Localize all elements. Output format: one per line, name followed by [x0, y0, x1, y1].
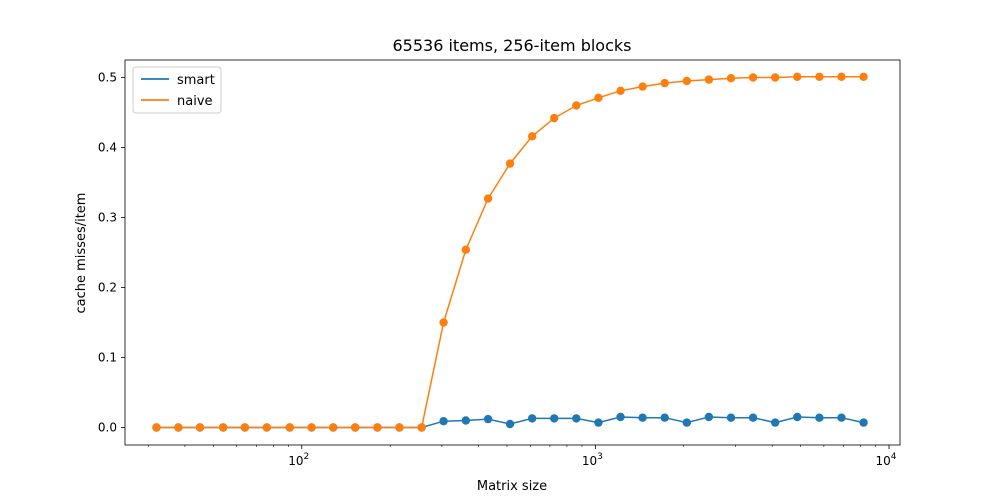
- x-tick-label-base: 10: [876, 454, 891, 468]
- data-point-smart: [815, 414, 823, 422]
- data-point-smart: [439, 417, 447, 425]
- y-tick-label: 0.2: [98, 281, 117, 295]
- data-point-smart: [859, 418, 867, 426]
- data-point-naive: [793, 73, 801, 81]
- y-tick-label: 0.0: [98, 421, 117, 435]
- y-tick-label: 0.5: [98, 71, 117, 85]
- data-point-naive: [174, 423, 182, 431]
- data-point-naive: [616, 87, 624, 95]
- x-tick-label-exponent: 3: [597, 452, 603, 462]
- legend-label-naive: naive: [177, 94, 213, 109]
- data-point-smart: [749, 414, 757, 422]
- x-tick-label-exponent: 2: [304, 452, 310, 462]
- y-axis-label: cache misses/item: [74, 193, 89, 314]
- data-point-smart: [484, 415, 492, 423]
- data-point-naive: [705, 75, 713, 83]
- data-point-smart: [771, 418, 779, 426]
- data-point-naive: [638, 82, 646, 90]
- data-point-naive: [439, 318, 447, 326]
- data-point-smart: [572, 414, 580, 422]
- data-point-smart: [705, 413, 713, 421]
- chart-title: 65536 items, 256-item blocks: [393, 36, 632, 55]
- data-point-naive: [373, 423, 381, 431]
- data-point-naive: [771, 73, 779, 81]
- data-point-naive: [749, 73, 757, 81]
- data-point-smart: [638, 414, 646, 422]
- data-point-naive: [572, 101, 580, 109]
- data-point-naive: [219, 423, 227, 431]
- data-point-naive: [152, 423, 160, 431]
- data-point-naive: [837, 73, 845, 81]
- data-point-smart: [528, 414, 536, 422]
- data-point-naive: [506, 159, 514, 167]
- data-point-naive: [329, 423, 337, 431]
- data-point-naive: [859, 73, 867, 81]
- data-point-naive: [484, 194, 492, 202]
- data-point-smart: [550, 414, 558, 422]
- data-point-naive: [395, 423, 403, 431]
- data-point-naive: [683, 77, 691, 85]
- data-point-naive: [307, 423, 315, 431]
- x-tick-label-base: 10: [288, 454, 303, 468]
- data-point-naive: [196, 423, 204, 431]
- data-point-naive: [594, 94, 602, 102]
- data-point-smart: [506, 420, 514, 428]
- data-point-naive: [241, 423, 249, 431]
- data-point-naive: [286, 423, 294, 431]
- data-point-naive: [528, 132, 536, 140]
- x-tick-label-exponent: 4: [891, 452, 897, 462]
- data-point-naive: [462, 246, 470, 254]
- data-point-smart: [793, 413, 801, 421]
- y-tick-label: 0.4: [98, 141, 117, 155]
- data-point-smart: [594, 418, 602, 426]
- data-point-naive: [550, 114, 558, 122]
- legend: smart naive: [133, 67, 221, 113]
- data-point-naive: [815, 73, 823, 81]
- data-point-naive: [263, 423, 271, 431]
- data-point-naive: [417, 423, 425, 431]
- data-point-naive: [351, 423, 359, 431]
- data-point-naive: [661, 79, 669, 87]
- y-tick-label: 0.1: [98, 351, 117, 365]
- data-point-smart: [661, 414, 669, 422]
- data-point-naive: [727, 74, 735, 82]
- data-point-smart: [727, 414, 735, 422]
- y-tick-label: 0.3: [98, 211, 117, 225]
- x-tick-label-base: 10: [582, 454, 597, 468]
- data-point-smart: [683, 418, 691, 426]
- x-axis-label: Matrix size: [477, 479, 547, 494]
- data-point-smart: [616, 413, 624, 421]
- data-point-smart: [462, 416, 470, 424]
- legend-label-smart: smart: [177, 73, 215, 88]
- data-point-smart: [837, 414, 845, 422]
